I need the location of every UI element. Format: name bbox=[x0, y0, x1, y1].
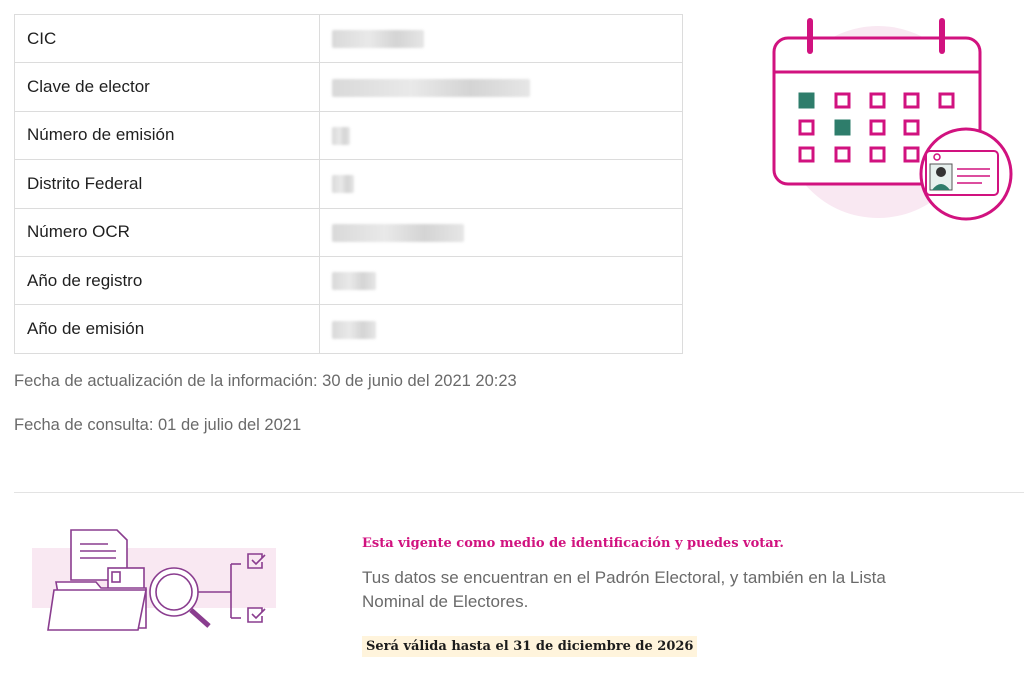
table-row: Año de emisión bbox=[14, 304, 683, 354]
row-label: Clave de elector bbox=[14, 62, 320, 112]
consult-date: Fecha de consulta: 01 de julio del 2021 bbox=[14, 416, 302, 434]
document-search-icon bbox=[32, 529, 276, 631]
redacted-value bbox=[319, 13, 683, 64]
table-row: CIC bbox=[14, 13, 683, 64]
status-title: Esta vigente como medio de identificació… bbox=[362, 536, 784, 551]
voter-info-table: CIC Clave de elector Número de emisión D… bbox=[14, 13, 683, 354]
row-label: CIC bbox=[14, 13, 320, 64]
row-label: Distrito Federal bbox=[14, 159, 320, 209]
table-row: Clave de elector bbox=[14, 62, 683, 112]
id-card-icon bbox=[919, 127, 1013, 221]
redacted-value bbox=[319, 207, 683, 257]
redacted-value bbox=[319, 62, 683, 112]
redacted-value bbox=[319, 110, 683, 161]
checkbox-icon bbox=[247, 553, 266, 623]
validity-date: Será válida hasta el 31 de diciembre de … bbox=[362, 636, 698, 657]
row-label: Número OCR bbox=[14, 207, 320, 257]
table-row: Distrito Federal bbox=[14, 159, 683, 209]
redacted-value bbox=[319, 159, 683, 209]
row-label: Año de registro bbox=[14, 255, 320, 306]
row-label: Año de emisión bbox=[14, 304, 320, 354]
table-row: Número OCR bbox=[14, 207, 683, 257]
table-row: Año de registro bbox=[14, 255, 683, 306]
table-row: Número de emisión bbox=[14, 110, 683, 161]
redacted-value bbox=[319, 304, 683, 354]
section-divider bbox=[14, 492, 1024, 493]
redacted-value bbox=[319, 255, 683, 306]
row-label: Número de emisión bbox=[14, 110, 320, 161]
update-date: Fecha de actualización de la información… bbox=[14, 372, 517, 390]
status-description: Tus datos se encuentran en el Padrón Ele… bbox=[362, 568, 886, 611]
calendar-icon bbox=[772, 18, 1013, 221]
